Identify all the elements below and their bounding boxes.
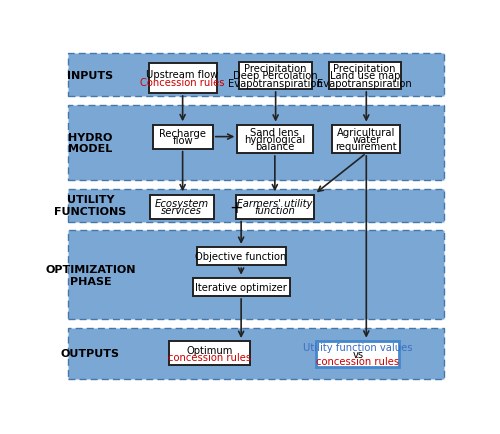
FancyBboxPatch shape: [236, 195, 314, 219]
FancyBboxPatch shape: [68, 189, 444, 223]
Text: Farmers' utility: Farmers' utility: [237, 198, 312, 208]
FancyBboxPatch shape: [316, 341, 400, 367]
Text: concession rules: concession rules: [316, 357, 400, 367]
Text: balance: balance: [255, 142, 294, 152]
Text: Precipitation: Precipitation: [244, 64, 307, 74]
FancyBboxPatch shape: [332, 125, 400, 154]
Text: +: +: [229, 198, 243, 216]
Text: Concession rules: Concession rules: [140, 78, 225, 88]
FancyBboxPatch shape: [169, 342, 250, 365]
Text: HYDRO
MODEL: HYDRO MODEL: [68, 132, 112, 154]
FancyBboxPatch shape: [68, 328, 444, 380]
FancyBboxPatch shape: [329, 62, 400, 90]
Text: Sand lens: Sand lens: [250, 127, 300, 137]
FancyBboxPatch shape: [192, 278, 290, 296]
Text: vs: vs: [352, 349, 364, 359]
Text: Land use map: Land use map: [330, 71, 400, 81]
FancyBboxPatch shape: [148, 64, 216, 94]
FancyBboxPatch shape: [239, 62, 312, 90]
Text: requirement: requirement: [336, 142, 397, 152]
Text: services: services: [162, 206, 202, 216]
Text: Utility function values: Utility function values: [303, 342, 412, 352]
Text: OUTPUTS: OUTPUTS: [61, 349, 120, 358]
Text: Evapotranspiration: Evapotranspiration: [318, 79, 412, 89]
FancyBboxPatch shape: [68, 231, 444, 319]
Text: INPUTS: INPUTS: [68, 70, 114, 80]
Text: Iterative optimizer: Iterative optimizer: [195, 283, 287, 293]
Text: Evapotranspiration: Evapotranspiration: [228, 79, 323, 89]
FancyBboxPatch shape: [150, 195, 214, 219]
Text: hydrological: hydrological: [244, 135, 306, 145]
Text: OPTIMIZATION
PHASE: OPTIMIZATION PHASE: [45, 264, 136, 286]
Text: Ecosystem: Ecosystem: [155, 198, 209, 208]
FancyBboxPatch shape: [68, 105, 444, 181]
FancyBboxPatch shape: [68, 54, 444, 97]
FancyBboxPatch shape: [237, 125, 312, 154]
FancyBboxPatch shape: [152, 125, 212, 149]
Text: Optimum: Optimum: [186, 345, 233, 355]
Text: Upstream flow: Upstream flow: [146, 70, 219, 80]
Text: UTILITY
FUNCTIONS: UTILITY FUNCTIONS: [54, 195, 127, 217]
Text: Deep Percolation: Deep Percolation: [234, 71, 318, 81]
FancyBboxPatch shape: [196, 247, 286, 266]
Text: Objective function: Objective function: [196, 252, 287, 262]
Text: flow: flow: [172, 136, 193, 146]
Text: concession rules: concession rules: [168, 352, 252, 362]
Text: Recharge: Recharge: [159, 128, 206, 138]
Text: water: water: [352, 135, 380, 145]
Text: Precipitation: Precipitation: [334, 64, 396, 74]
Text: Agricultural: Agricultural: [337, 127, 396, 137]
Text: function: function: [254, 206, 296, 216]
